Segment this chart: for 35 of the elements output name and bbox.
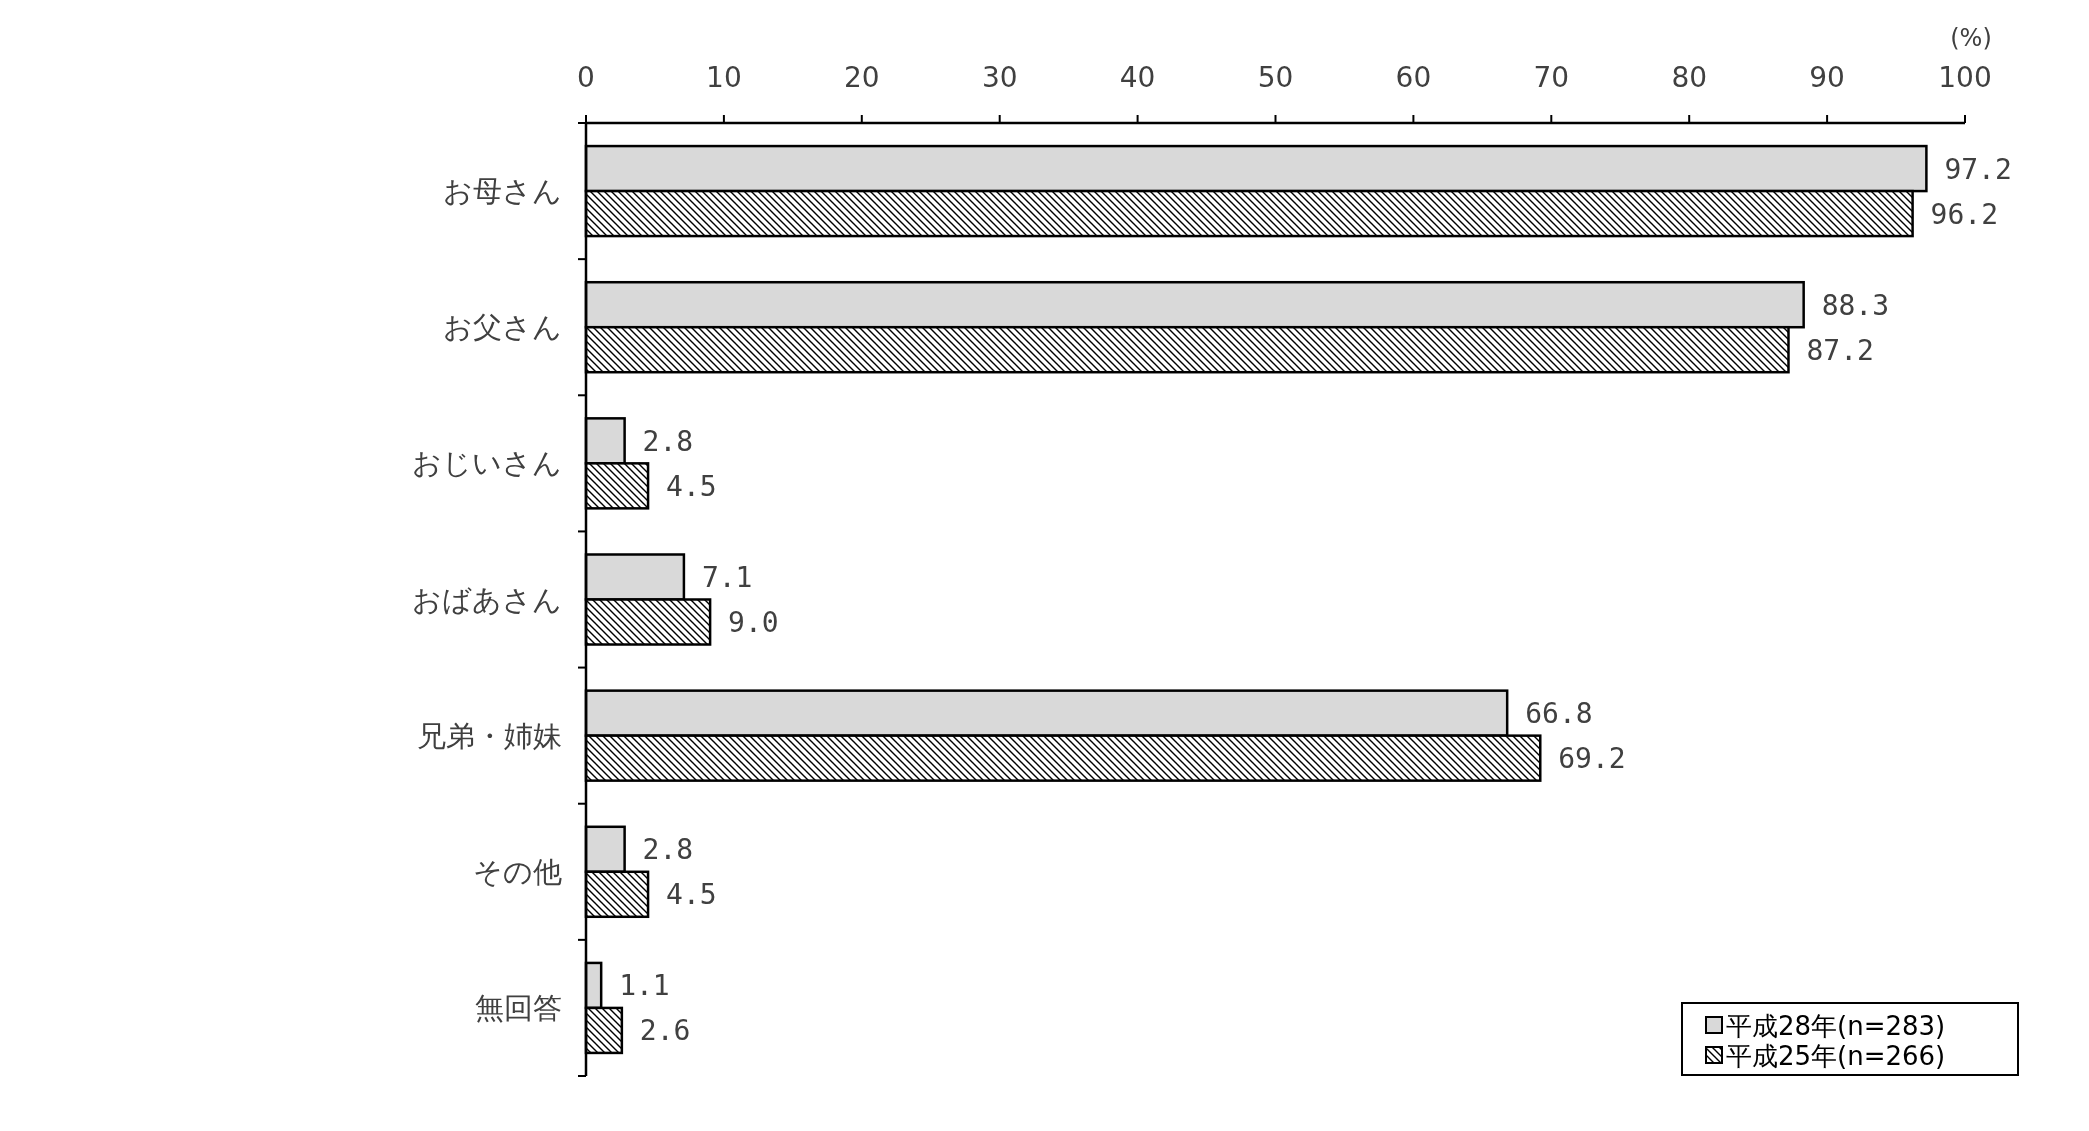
x-tick-label: 90 [1809,61,1845,94]
data-label: 2.6 [639,1014,691,1048]
x-tick-label: 30 [981,61,1018,94]
x-tick-label: 80 [1671,61,1708,94]
data-label: 66.8 [1525,697,1593,731]
y-tick-label: 兄弟・姉妹 [417,718,562,753]
legend-label: 平成25年(n=266) [1726,1041,1946,1071]
data-label: 1.1 [619,969,670,1003]
data-label: 4.5 [666,469,717,503]
y-tick-label: 無回答 [475,990,562,1025]
data-label: 2.8 [642,833,694,867]
y-tick-label: その他 [473,854,562,889]
y-tick-label: おじいさん [412,446,562,481]
data-label: 9.0 [728,606,779,639]
data-label: 2.8 [642,424,694,458]
x-tick-label: 0 [577,61,595,94]
x-tick-label: 40 [1119,61,1156,94]
x-axis-title: (%) [1950,24,1992,52]
data-label: 96.2 [1930,197,1999,231]
data-label: 88.3 [1821,288,1890,322]
x-tick-label: 60 [1395,61,1432,94]
data-label: 7.1 [701,561,753,594]
y-tick-label: おばあさん [412,582,562,617]
data-label: 69.2 [1558,742,1626,776]
x-tick-label: 10 [706,61,742,94]
data-label: 87.2 [1806,333,1874,367]
data-label: 97.2 [1944,152,2012,186]
x-tick-label: 20 [843,61,880,94]
data-label: 4.5 [666,878,717,912]
legend-label: 平成28年(n=283) [1726,1011,1946,1041]
x-tick-label: 70 [1533,61,1570,94]
x-tick-label: 50 [1257,61,1294,94]
y-tick-label: お父さん [443,310,562,345]
y-tick-label: お母さん [443,174,562,209]
x-tick-label: 100 [1938,61,1992,94]
